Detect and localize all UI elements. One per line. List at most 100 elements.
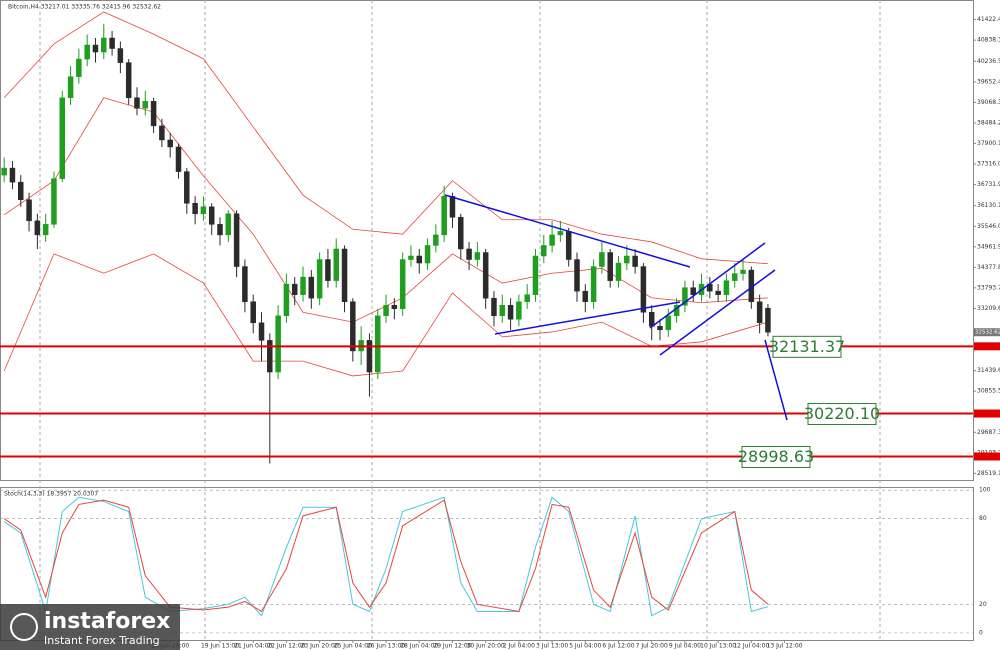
price-tag-label: 32532.62 — [975, 330, 1000, 336]
x-tick-label: 30 Jun 20:00 — [467, 643, 505, 650]
candle-body — [449, 195, 456, 218]
price-tag — [974, 328, 1000, 337]
candle-body — [723, 280, 730, 295]
y-tick-label: 28519.10 — [977, 470, 1000, 477]
session-grid — [39, 0, 881, 640]
x-tick-label: 26 Jun 13:00 — [367, 643, 405, 650]
trendline — [659, 269, 776, 356]
y-tick-label: 100 — [979, 487, 991, 494]
y-tick-label: 29687.30 — [977, 429, 1000, 436]
candle-body — [291, 283, 298, 295]
trendline — [444, 194, 691, 268]
candle-body — [217, 224, 223, 236]
level-labels: 32131.37 30220.10 28998.63 32532.62 — [738, 328, 1000, 468]
candle-body — [125, 62, 132, 99]
candle-body — [308, 276, 315, 299]
candle-body — [557, 231, 564, 236]
level-label: 30220.10 — [804, 404, 880, 423]
stoch-line — [3, 496, 769, 617]
candle-body — [142, 101, 149, 109]
candle-body — [640, 266, 647, 313]
candle-body — [51, 178, 57, 225]
candle-body — [150, 101, 157, 127]
candle-body — [474, 252, 481, 260]
candle-body — [341, 248, 348, 302]
logo-bg — [0, 604, 180, 650]
candle-body — [408, 255, 414, 260]
x-tick-label: 28 Jun 04:00 — [400, 643, 438, 650]
candle-body — [391, 304, 398, 309]
candle-body — [84, 44, 90, 60]
x-tick-label: 23 Jun 20:00 — [301, 643, 339, 650]
x-tick-label: 5 Jul 04:00 — [569, 643, 601, 650]
candle-body — [350, 301, 356, 352]
candle-body — [756, 301, 763, 324]
level-label: 32131.37 — [769, 337, 845, 356]
y-tick-label: 33209.60 — [977, 305, 1000, 312]
candle-body — [607, 252, 613, 281]
x-tick-label: 21 Jun 04:00 — [234, 643, 272, 650]
projection-line — [764, 339, 788, 421]
candle-body — [26, 199, 32, 222]
x-tick-label: 6 Jul 12:00 — [602, 643, 634, 650]
y-tick-label: 80 — [979, 515, 987, 522]
y-tick-label: 36731.90 — [977, 181, 1000, 188]
candle-body — [275, 315, 281, 373]
candle-body — [300, 276, 306, 295]
candle-body — [42, 224, 49, 236]
candle-body — [615, 262, 622, 281]
candle-body — [258, 322, 265, 341]
candle-body — [433, 234, 439, 246]
candle-body — [731, 273, 738, 281]
y-tick-label: 37316.00 — [977, 161, 1000, 168]
candle-body — [765, 307, 771, 333]
candle-body — [590, 266, 597, 302]
candle-body — [632, 255, 638, 267]
x-tick-label: 22 Jun 12:00 — [267, 643, 305, 650]
candle-body — [366, 340, 373, 373]
trendline — [494, 301, 681, 335]
stoch-frame — [0, 487, 974, 641]
level-tag — [974, 452, 1000, 461]
y-tick-label: 35546.00 — [977, 223, 1000, 230]
level-box — [772, 335, 842, 358]
level-tag — [974, 409, 1000, 418]
indicator-title: Stoch(14,3,3) 18.3957 20.0307 — [4, 491, 98, 498]
candle-body — [200, 206, 207, 215]
candle-body — [242, 266, 248, 302]
candle-body — [416, 255, 423, 264]
y-tick-label: 41422.40 — [977, 16, 1000, 23]
candle-body — [740, 269, 746, 274]
candle-body — [715, 290, 721, 295]
candle-body — [532, 255, 539, 295]
candle-body — [67, 76, 74, 99]
candle-body — [333, 248, 339, 281]
candle-body — [225, 213, 232, 236]
trendline — [649, 242, 766, 329]
y-tick-label: 39652.40 — [977, 78, 1000, 85]
candle-body — [1, 167, 7, 176]
x-tick-label: 12 Jul 04:00 — [733, 643, 769, 650]
chart-title: Bitcoin,H4 33217.01 33335.76 32415.96 32… — [8, 4, 161, 11]
bollinger-middle — [3, 97, 768, 323]
y-tick-label: 40838.30 — [977, 37, 1000, 44]
y-tick-label: 31439.60 — [977, 367, 1000, 374]
main-frame — [0, 0, 974, 481]
x-tick-label: 2 Jul 04:00 — [503, 643, 535, 650]
candle-body — [665, 315, 672, 331]
candle-body — [18, 181, 24, 200]
candle-body — [283, 283, 290, 317]
candle-body — [648, 312, 655, 327]
x-tick-label: 29 Jun 12:00 — [433, 643, 471, 650]
candle-body — [9, 167, 16, 183]
candle-body — [524, 294, 530, 302]
level-box — [807, 403, 877, 426]
candle-body — [466, 248, 472, 260]
x-tick-label: 25 Jun 04:00 — [334, 643, 372, 650]
y-tick-label: 34961.90 — [977, 243, 1000, 250]
candle-body — [491, 297, 497, 317]
x-tick-label: 3 Jul 13:00 — [536, 643, 568, 650]
candle-body — [250, 301, 256, 324]
